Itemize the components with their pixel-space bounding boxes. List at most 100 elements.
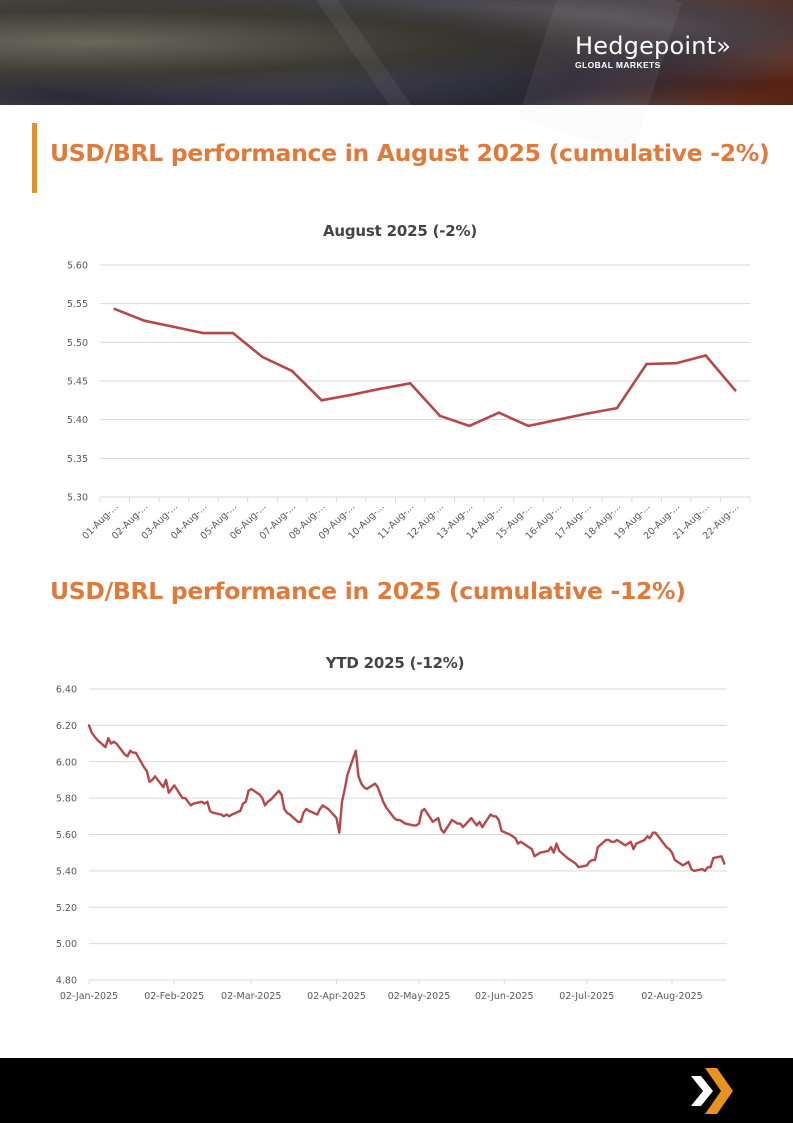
series-line-usdbrl [113,307,737,428]
hedgepoint-logo: Hedgepoint» GLOBAL MARKETS [575,33,731,70]
data-point [132,752,134,754]
data-point [712,857,714,859]
data-point [202,331,205,335]
data-point [468,424,471,428]
y-tick-label: 5.60 [56,830,77,841]
data-point [566,857,569,859]
data-point [88,724,90,726]
data-point [280,793,283,796]
data-point [627,842,629,845]
data-point [547,850,549,852]
y-tick-label: 5.60 [67,261,88,272]
data-point [143,766,145,768]
data-point [645,362,648,366]
data-point [239,810,241,812]
data-point [690,868,692,870]
y-tick-label: 5.45 [67,377,88,388]
section-title-august: USD/BRL performance in August 2025 (cumu… [50,139,770,167]
data-point [320,399,323,402]
data-point [308,810,310,812]
x-tick-label: 02-May-2025 [388,991,451,1002]
footer-bar [0,1058,793,1123]
data-point [473,821,475,823]
data-point [220,813,222,816]
data-point [720,855,723,857]
data-point [269,799,272,801]
data-point [553,852,555,854]
data-point [454,821,456,823]
x-tick-label: 02-Mar-2025 [221,991,281,1002]
data-point [379,387,382,391]
data-point [297,821,299,823]
data-point [591,859,593,861]
data-point [170,788,173,790]
data-point [173,784,175,786]
data-point [192,802,195,805]
data-point [327,808,329,810]
data-point [478,821,481,823]
ytd-line-chart: 6.40 6.20 6.00 5.80 5.60 5.40 5.20 5.00 4.80 02-J… [56,685,727,1002]
data-point [264,804,266,807]
data-point [349,393,353,397]
data-point [682,864,684,867]
data-point [665,846,668,848]
y-tick-label: 5.40 [67,415,88,426]
data-point [338,832,340,834]
data-point [360,782,362,785]
data-point [286,812,288,814]
data-point [357,775,360,777]
data-point [355,750,357,752]
data-point [377,786,379,788]
data-point [701,868,703,870]
data-point [438,414,442,418]
data-point [404,822,406,825]
data-point [643,839,646,841]
data-point [305,808,307,810]
data-point [283,808,285,810]
data-point [616,839,618,841]
data-point [423,808,426,810]
data-point [363,786,365,788]
data-point [671,852,673,854]
data-point [594,859,596,861]
data-point [206,801,208,803]
data-point [536,853,538,856]
data-point [366,788,368,790]
y-tick-label: 5.55 [67,299,88,310]
y-tick-label: 4.80 [56,976,77,987]
data-point [181,797,184,799]
chart-title-august: August 2025 (-2%) [323,222,477,240]
y-tick-label: 5.20 [56,903,77,914]
data-point [335,817,338,819]
data-point [245,801,247,803]
logo-chevron-icon: » [716,32,732,60]
data-point [434,819,437,821]
data-point [212,812,214,814]
data-point [162,786,164,788]
data-point [674,859,676,861]
data-point [393,817,395,819]
data-point [302,812,305,814]
data-point [476,824,478,827]
data-point [408,382,412,385]
y-tick-label: 5.35 [67,454,88,465]
data-point [514,837,516,839]
data-point [520,841,522,843]
data-point [319,808,321,810]
data-point [605,839,607,841]
data-point [129,750,131,752]
data-point [527,424,530,428]
data-point [104,746,107,748]
data-point [225,813,228,816]
data-point [107,737,109,739]
data-point [495,815,497,817]
data-point [346,773,349,776]
data-point [470,817,472,819]
chart-title-ytd: YTD 2025 (-12%) [325,654,465,672]
data-point [539,852,541,854]
x-tick-label: 02-Jun-2025 [475,991,534,1002]
data-point [418,822,420,825]
data-point [610,841,613,843]
x-tick-label: 02-Jan-2025 [60,991,118,1002]
data-point [113,741,115,743]
